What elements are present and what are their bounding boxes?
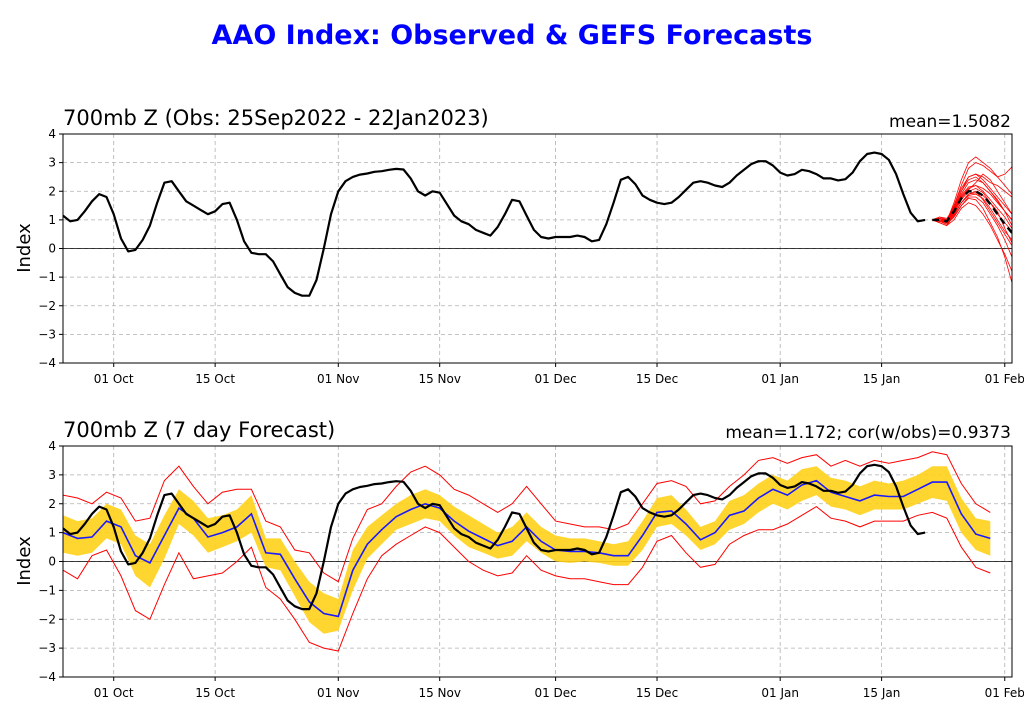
y-tick-label: 1 (48, 526, 56, 540)
y-tick-label: 4 (48, 439, 56, 453)
x-tick-label: 01 Dec (534, 686, 576, 700)
x-tick-label: 01 Feb (985, 372, 1024, 386)
y-tick-label: −4 (38, 356, 56, 370)
x-tick-label: 15 Oct (195, 372, 235, 386)
y-tick-label: 4 (48, 127, 56, 141)
observed-panel-ylabel: Index (14, 223, 35, 273)
min-member-line (63, 505, 991, 652)
page-title: AAO Index: Observed & GEFS Forecasts (211, 20, 813, 51)
y-tick-label: −1 (38, 583, 56, 597)
member-forecast-line (932, 185, 1012, 221)
x-tick-label: 15 Dec (636, 686, 678, 700)
y-tick-label: 0 (48, 555, 56, 569)
forecast-panel-title: 700mb Z (7 day Forecast) (63, 418, 335, 442)
x-tick-label: 15 Jan (863, 372, 901, 386)
member-forecast-line (932, 196, 1012, 258)
x-tick-label: 15 Nov (418, 686, 461, 700)
y-tick-label: −2 (38, 299, 56, 313)
y-tick-label: −3 (38, 641, 56, 655)
y-tick-label: −3 (38, 327, 56, 341)
forecast-panel-ylabel: Index (14, 536, 35, 586)
x-tick-label: 01 Dec (534, 372, 576, 386)
x-tick-label: 01 Nov (317, 686, 360, 700)
x-tick-label: 01 Feb (985, 686, 1024, 700)
member-forecast-line (932, 179, 1012, 226)
observed-panel: 700mb Z (Obs: 25Sep2022 - 22Jan2023) mea… (14, 106, 1024, 386)
y-tick-label: 2 (48, 497, 56, 511)
observed-line (63, 463, 926, 611)
x-tick-label: 01 Oct (94, 372, 134, 386)
y-tick-label: 0 (48, 242, 56, 256)
observed-panel-stats: mean=1.5082 (889, 112, 1011, 132)
member-forecast-line (932, 202, 1012, 272)
x-tick-label: 01 Jan (761, 372, 799, 386)
ensemble-mean-forecast-line (932, 190, 1012, 234)
y-tick-label: 3 (48, 468, 56, 482)
y-tick-label: −2 (38, 612, 56, 626)
x-tick-label: 15 Oct (195, 686, 235, 700)
forecast-panel: 700mb Z (7 day Forecast) mean=1.172; cor… (14, 418, 1024, 700)
y-tick-label: 3 (48, 156, 56, 170)
observed-line (63, 151, 926, 297)
y-tick-label: 1 (48, 213, 56, 227)
y-tick-label: −4 (38, 670, 56, 684)
forecast-panel-stats: mean=1.172; cor(w/obs)=0.9373 (725, 423, 1011, 443)
plot-area (63, 151, 1012, 297)
y-tick-label: 2 (48, 184, 56, 198)
y-tick-label: −1 (38, 270, 56, 284)
max-member-line (63, 451, 991, 583)
x-tick-label: 01 Nov (317, 372, 360, 386)
x-tick-label: 15 Dec (636, 372, 678, 386)
ensemble-spread-band (63, 466, 991, 634)
observed-panel-title: 700mb Z (Obs: 25Sep2022 - 22Jan2023) (63, 106, 489, 130)
member-forecast-line (932, 193, 1012, 241)
x-tick-label: 15 Nov (418, 372, 461, 386)
x-tick-label: 15 Jan (863, 686, 901, 700)
x-tick-label: 01 Jan (761, 686, 799, 700)
x-tick-label: 01 Oct (94, 686, 134, 700)
plot-area (63, 451, 991, 652)
